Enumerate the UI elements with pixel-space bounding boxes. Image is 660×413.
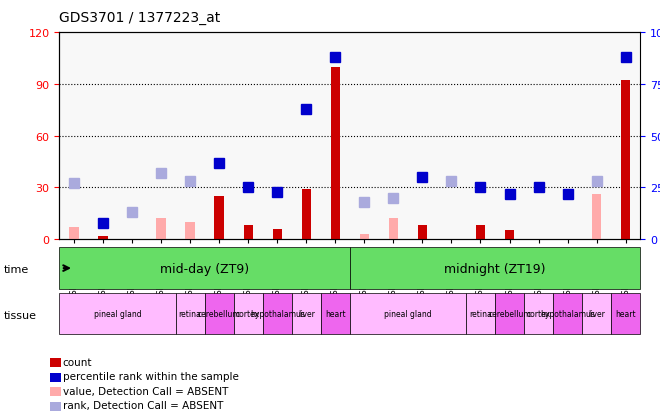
Text: liver: liver [588,309,605,318]
Text: liver: liver [298,309,315,318]
Text: time: time [3,264,28,274]
Bar [418,226,427,240]
FancyBboxPatch shape [611,293,640,335]
Text: cortex: cortex [527,309,550,318]
Bar [360,235,369,240]
Text: value, Detection Call = ABSENT: value, Detection Call = ABSENT [63,386,228,396]
Bar [621,81,630,240]
Bar [302,190,311,240]
FancyBboxPatch shape [350,293,466,335]
Y-axis label: 100%: 100% [0,412,1,413]
Text: GDS3701 / 1377223_at: GDS3701 / 1377223_at [59,11,220,25]
Bar [244,226,253,240]
FancyBboxPatch shape [321,293,350,335]
Text: count: count [63,357,92,367]
Text: hypothalamus: hypothalamus [540,309,595,318]
FancyBboxPatch shape [292,293,321,335]
FancyBboxPatch shape [495,293,524,335]
FancyBboxPatch shape [524,293,553,335]
Text: cerebellum: cerebellum [488,309,531,318]
Bar [98,236,108,240]
Bar [505,231,514,240]
Text: pineal gland: pineal gland [94,309,141,318]
FancyBboxPatch shape [582,293,611,335]
FancyBboxPatch shape [263,293,292,335]
Text: mid-day (ZT9): mid-day (ZT9) [160,262,249,275]
Bar [214,197,224,240]
Bar [156,219,166,240]
Text: cortex: cortex [236,309,260,318]
Bar [389,219,398,240]
FancyBboxPatch shape [234,293,263,335]
Text: tissue: tissue [3,310,36,320]
Text: midnight (ZT19): midnight (ZT19) [444,262,546,275]
FancyBboxPatch shape [205,293,234,335]
Text: heart: heart [325,309,346,318]
Text: rank, Detection Call = ABSENT: rank, Detection Call = ABSENT [63,400,223,410]
Text: retina: retina [469,309,492,318]
Bar [592,195,601,240]
Bar [185,222,195,240]
Text: percentile rank within the sample: percentile rank within the sample [63,371,238,381]
FancyBboxPatch shape [59,293,176,335]
Bar [476,226,485,240]
Bar [69,228,79,240]
FancyBboxPatch shape [59,248,350,289]
FancyBboxPatch shape [466,293,495,335]
Bar [331,67,340,240]
FancyBboxPatch shape [350,248,640,289]
Text: hypothalamus: hypothalamus [249,309,305,318]
Text: heart: heart [615,309,636,318]
FancyBboxPatch shape [553,293,582,335]
Text: cerebellum: cerebellum [198,309,240,318]
Text: pineal gland: pineal gland [384,309,432,318]
Text: retina: retina [179,309,201,318]
FancyBboxPatch shape [176,293,205,335]
Bar [273,229,282,240]
